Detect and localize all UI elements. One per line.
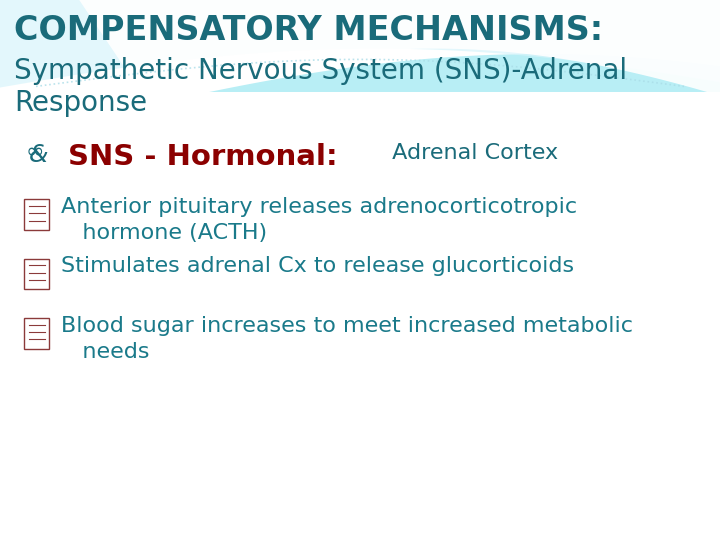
Text: Blood sugar increases to meet increased metabolic
   needs: Blood sugar increases to meet increased … [61,316,633,361]
Text: Adrenal Cortex: Adrenal Cortex [385,143,558,163]
Text: SNS - Hormonal:: SNS - Hormonal: [68,143,338,171]
Text: COMPENSATORY MECHANISMS:: COMPENSATORY MECHANISMS: [14,14,603,46]
FancyBboxPatch shape [24,318,49,349]
Polygon shape [0,0,720,87]
FancyBboxPatch shape [24,199,49,230]
FancyBboxPatch shape [0,92,720,540]
Text: &: & [29,143,48,167]
Polygon shape [72,0,720,97]
Text: Sympathetic Nervous System (SNS)-Adrenal: Sympathetic Nervous System (SNS)-Adrenal [14,57,628,85]
Polygon shape [0,0,720,138]
Text: Anterior pituitary releases adrenocorticotropic
   hormone (ACTH): Anterior pituitary releases adrenocortic… [61,197,577,242]
FancyBboxPatch shape [0,0,720,97]
Text: Stimulates adrenal Cx to release glucorticoids: Stimulates adrenal Cx to release glucort… [61,256,575,276]
FancyBboxPatch shape [24,259,49,289]
Text: Response: Response [14,89,148,117]
Text: ∞: ∞ [25,141,44,161]
